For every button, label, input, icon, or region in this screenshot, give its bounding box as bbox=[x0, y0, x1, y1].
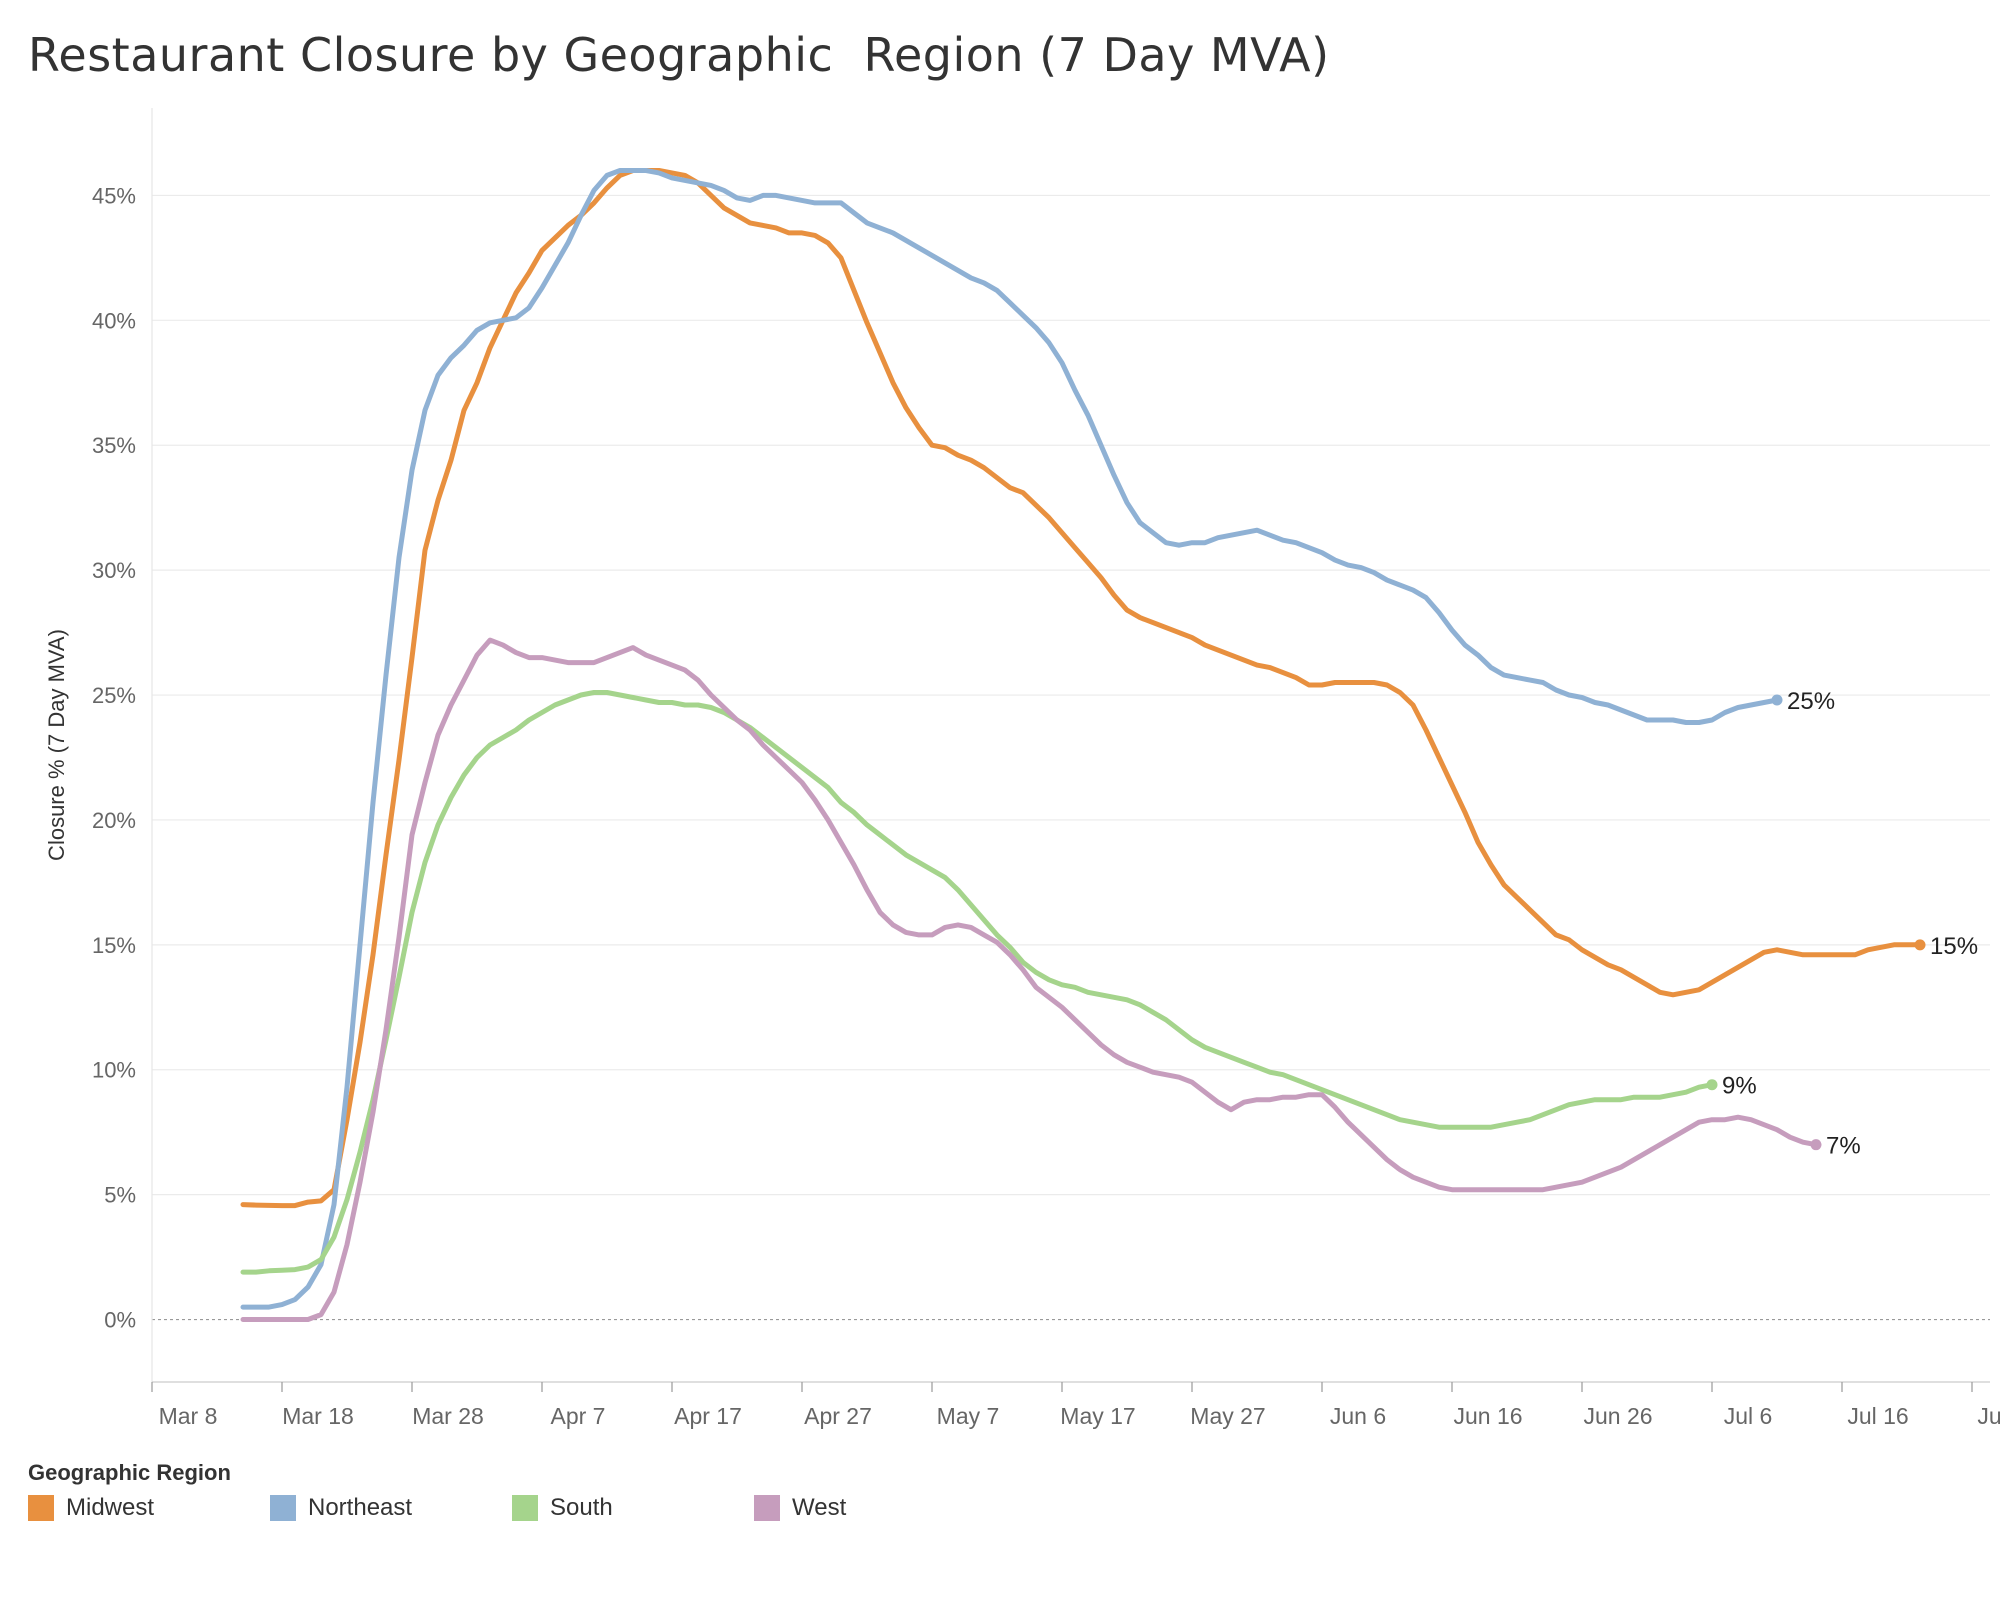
axes: 0% 5% 10% 15% 20% 25% 30% 35% 40% 45% Closure % (7… bbox=[44, 108, 2000, 1429]
y-tick-label: 25% bbox=[92, 683, 136, 708]
chart-title: Restaurant Closure by Geographic Region … bbox=[28, 28, 1330, 82]
x-tick-label: Mar 8 bbox=[159, 1403, 218, 1429]
line-chart: 0% 5% 10% 15% 20% 25% 30% 35% 40% 45% Closure % (7… bbox=[44, 108, 2000, 1429]
y-tick-label: 15% bbox=[92, 933, 136, 958]
y-tick-label: 20% bbox=[92, 808, 136, 833]
legend-item-midwest[interactable]: Midwest bbox=[28, 1494, 154, 1522]
legend-label-south: South bbox=[550, 1494, 613, 1521]
y-tick-label: 35% bbox=[92, 433, 136, 458]
x-tick-label: Jun 6 bbox=[1330, 1403, 1386, 1429]
legend-label-midwest: Midwest bbox=[66, 1494, 155, 1521]
data-labels: 15% 25% 9% 7% bbox=[1722, 688, 1978, 1160]
series-line-midwest bbox=[240, 168, 1923, 1209]
end-label-west: 7% bbox=[1826, 1133, 1861, 1160]
legend-label-west: West bbox=[792, 1494, 847, 1521]
end-label-northeast: 25% bbox=[1787, 688, 1835, 715]
legend-title: Geographic Region bbox=[28, 1460, 231, 1485]
x-tick-label: Apr 27 bbox=[804, 1403, 872, 1429]
y-tick-label: 30% bbox=[92, 558, 136, 583]
legend-item-northeast[interactable]: Northeast bbox=[270, 1494, 412, 1522]
grid-lines bbox=[152, 194, 1990, 1321]
legend-swatch-west bbox=[754, 1495, 780, 1521]
legend-label-northeast: Northeast bbox=[308, 1494, 413, 1521]
x-tick-label: May 27 bbox=[1190, 1403, 1265, 1429]
x-tick-label: May 7 bbox=[937, 1403, 1000, 1429]
legend: Geographic Region Midwest Northeast Sout… bbox=[28, 1460, 1028, 1534]
end-marker-midwest bbox=[1914, 939, 1926, 951]
x-tick-label: May 17 bbox=[1060, 1403, 1135, 1429]
x-tick-label: Apr 17 bbox=[674, 1403, 742, 1429]
y-tick-label: 0% bbox=[104, 1308, 136, 1333]
legend-swatch-midwest bbox=[28, 1495, 54, 1521]
y-tick-label: 40% bbox=[92, 308, 136, 333]
x-tick-label: Jun 26 bbox=[1583, 1403, 1652, 1429]
end-marker-south bbox=[1706, 1079, 1718, 1091]
series-line-west bbox=[240, 637, 1819, 1322]
x-tick-label: Jul 6 bbox=[1724, 1403, 1773, 1429]
legend-items: Midwest Northeast South West bbox=[28, 1494, 1028, 1534]
legend-swatch-south bbox=[512, 1495, 538, 1521]
end-marker-northeast bbox=[1771, 694, 1783, 706]
series-lines bbox=[240, 168, 1926, 1322]
end-label-midwest: 15% bbox=[1930, 933, 1978, 960]
x-tick-label: Apr 7 bbox=[551, 1403, 606, 1429]
end-marker-west bbox=[1810, 1139, 1822, 1151]
x-tick-label: Jul 16 bbox=[1847, 1403, 1908, 1429]
x-tick-label: Jul 26 bbox=[1977, 1403, 2000, 1429]
y-axis-title: Closure % (7 Day MVA) bbox=[44, 629, 69, 861]
legend-item-south[interactable]: South bbox=[512, 1494, 613, 1522]
x-tick-label: Mar 28 bbox=[412, 1403, 484, 1429]
legend-item-west[interactable]: West bbox=[754, 1494, 846, 1522]
end-label-south: 9% bbox=[1722, 1073, 1757, 1100]
y-tick-label: 10% bbox=[92, 1058, 136, 1083]
series-line-south bbox=[240, 690, 1715, 1275]
legend-swatch-northeast bbox=[270, 1495, 296, 1521]
y-tick-label: 45% bbox=[92, 183, 136, 208]
x-tick-label: Jun 16 bbox=[1453, 1403, 1522, 1429]
y-tick-label: 5% bbox=[104, 1183, 136, 1208]
series-line-northeast bbox=[240, 168, 1780, 1310]
x-tick-label: Mar 18 bbox=[282, 1403, 354, 1429]
